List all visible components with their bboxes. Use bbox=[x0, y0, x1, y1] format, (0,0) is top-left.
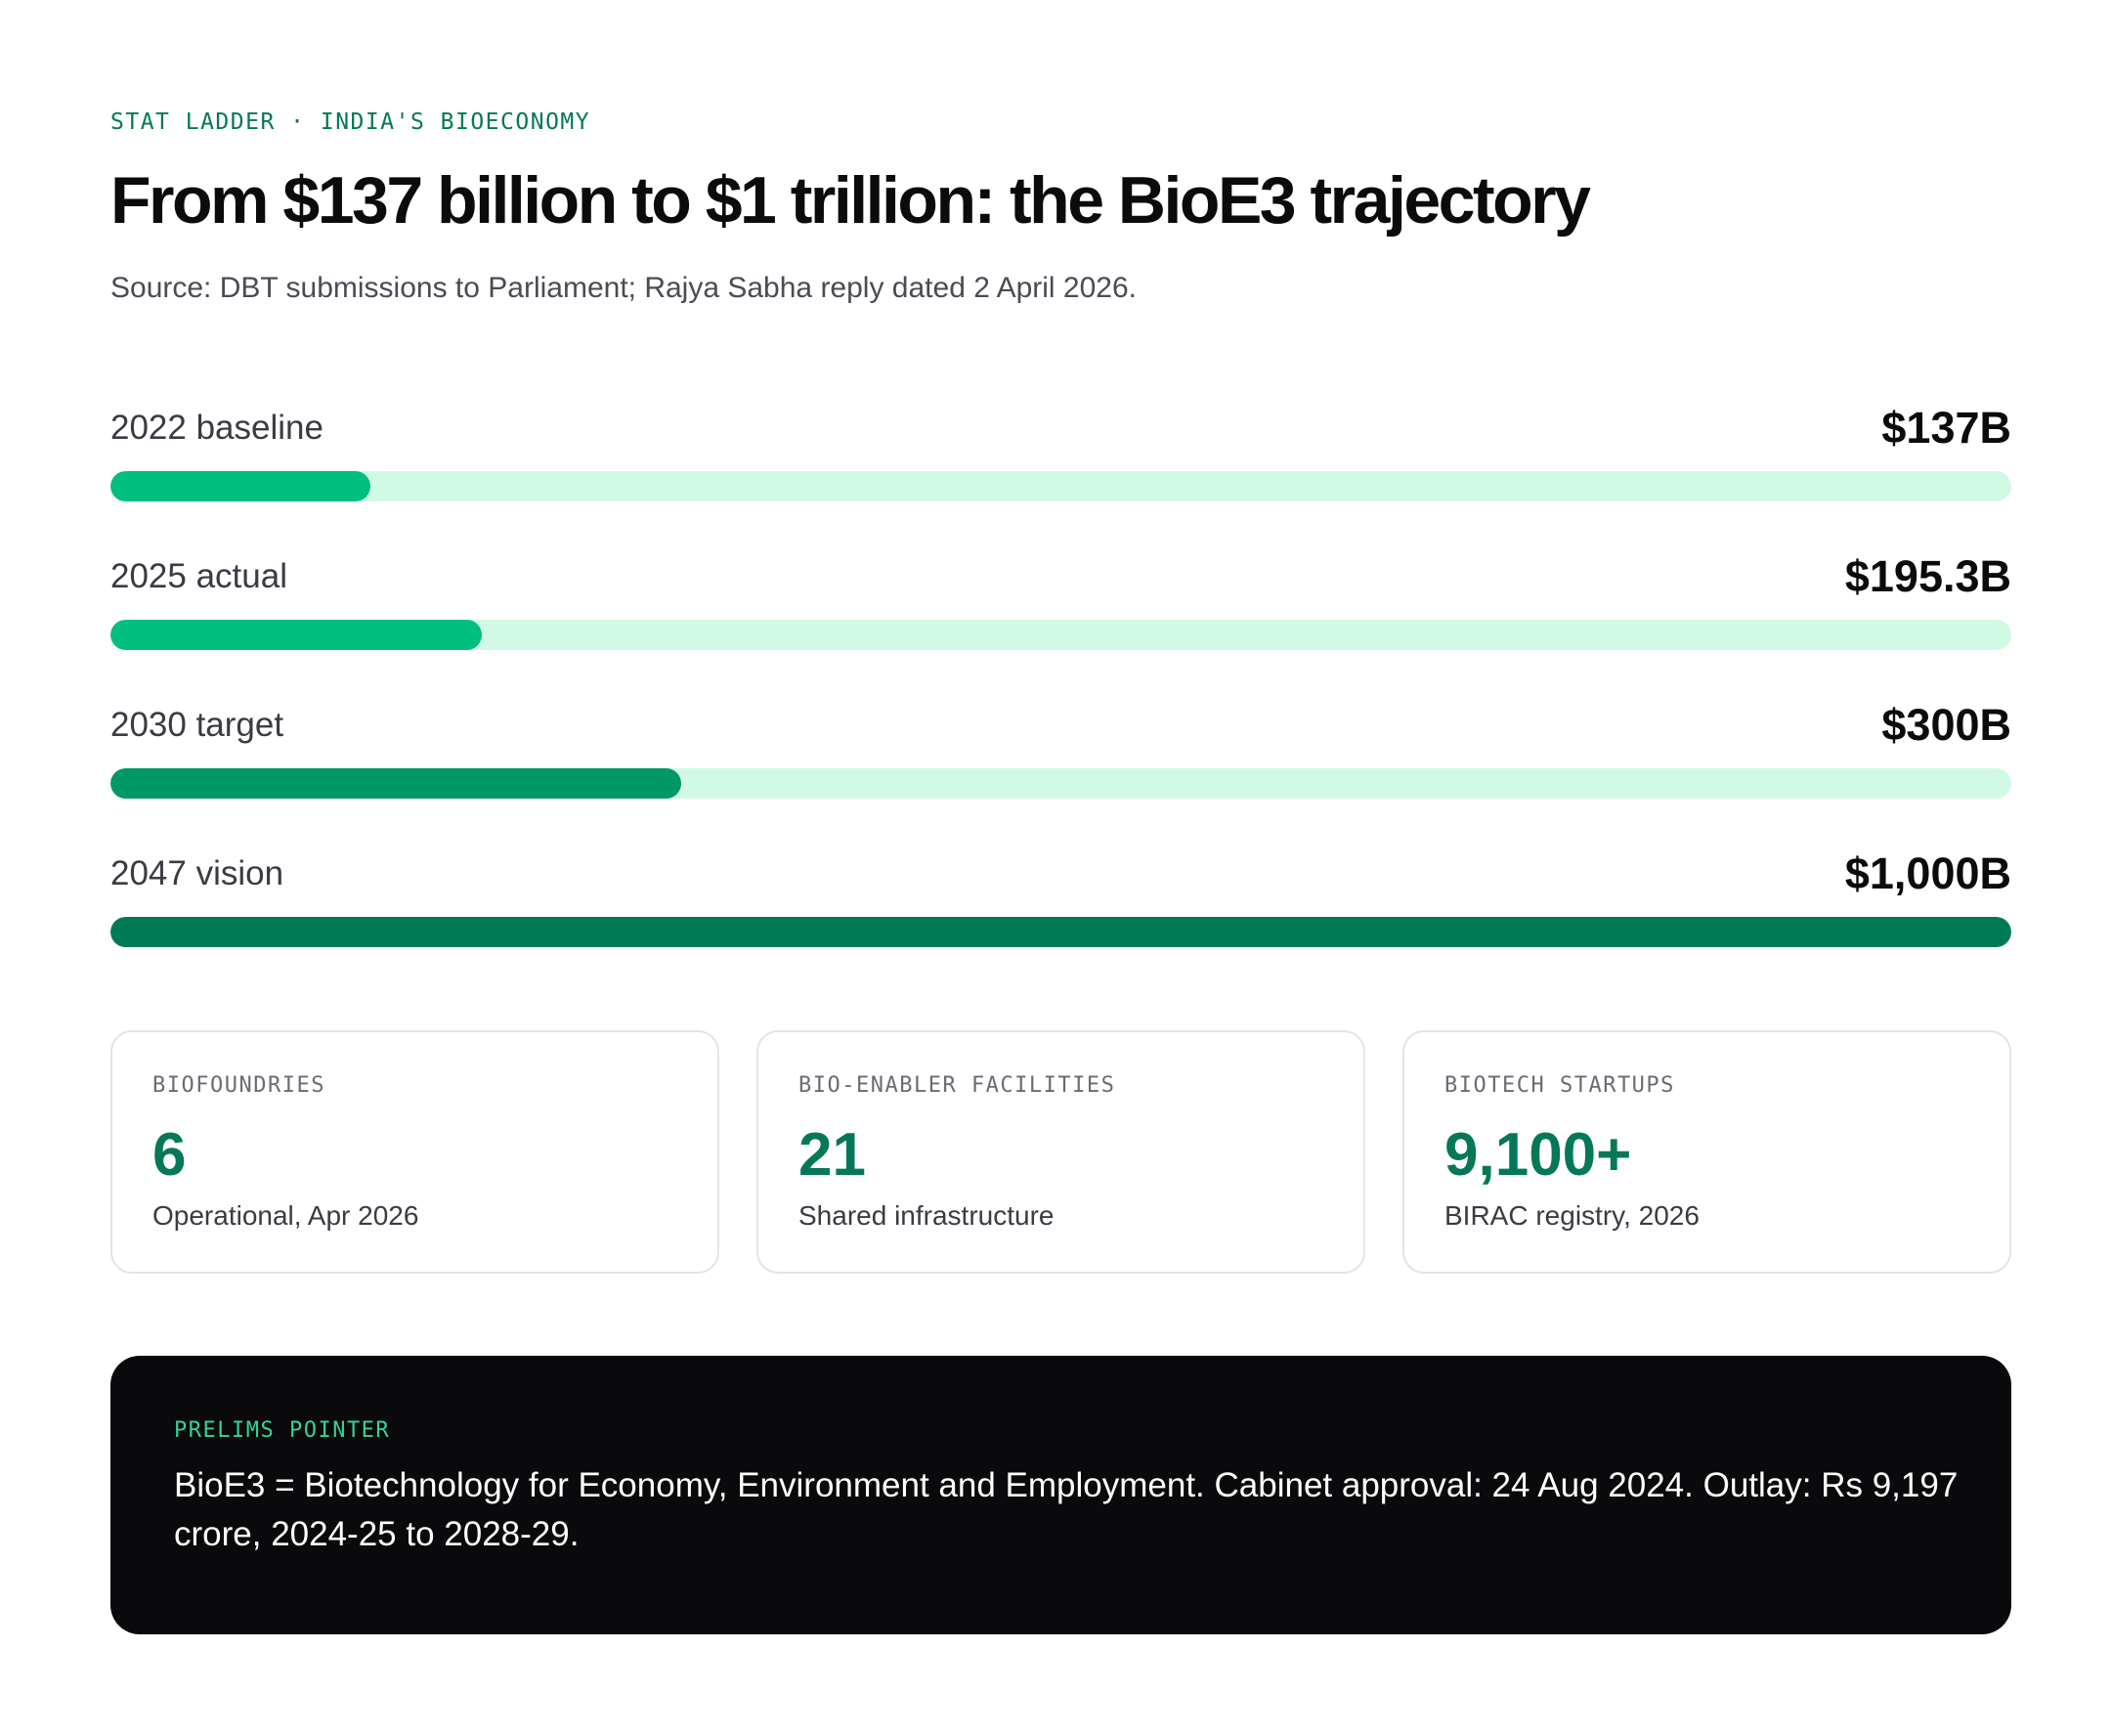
pointer-text: BioE3 = Biotechnology for Economy, Envir… bbox=[174, 1466, 1959, 1553]
stat-card-biofoundries: BIOFOUNDRIES 6 Operational, Apr 2026 bbox=[110, 1030, 719, 1274]
bar-fill bbox=[110, 620, 482, 650]
ladder-row: 2022 baseline $137B bbox=[110, 403, 2011, 516]
row-value: $1,000B bbox=[1844, 848, 2011, 898]
bar-fill bbox=[110, 471, 371, 501]
stat-label: BIO-ENABLER FACILITIES bbox=[798, 1073, 1116, 1098]
pointer-label: PRELIMS POINTER bbox=[174, 1418, 391, 1443]
row-value: $195.3B bbox=[1844, 551, 2011, 601]
bar-track bbox=[110, 768, 2011, 799]
stat-card-bio-enabler: BIO-ENABLER FACILITIES 21 Shared infrast… bbox=[756, 1030, 1365, 1274]
ladder-row: 2047 vision $1,000B bbox=[110, 848, 2011, 962]
stat-label: BIOFOUNDRIES bbox=[152, 1073, 325, 1098]
stat-value: 9,100+ bbox=[1444, 1121, 1632, 1189]
eyebrow: STAT LADDER · INDIA'S BIOECONOMY bbox=[110, 109, 591, 135]
bar-track bbox=[110, 471, 2011, 501]
bar-fill bbox=[110, 917, 2011, 947]
stat-note: BIRAC registry, 2026 bbox=[1444, 1200, 1700, 1231]
row-value: $137B bbox=[1881, 403, 2011, 453]
ladder-row: 2030 target $300B bbox=[110, 700, 2011, 813]
stat-value: 6 bbox=[152, 1121, 187, 1189]
prelims-pointer: PRELIMS POINTER BioE3 = Biotechnology fo… bbox=[110, 1356, 2011, 1634]
stat-card-startups: BIOTECH STARTUPS 9,100+ BIRAC registry, … bbox=[1402, 1030, 2011, 1274]
stat-note: Shared infrastructure bbox=[798, 1200, 1055, 1231]
row-label: 2025 actual bbox=[110, 557, 287, 595]
source-note: Source: DBT submissions to Parliament; R… bbox=[110, 272, 1137, 304]
row-value: $300B bbox=[1881, 700, 2011, 750]
stat-label: BIOTECH STARTUPS bbox=[1444, 1073, 1675, 1098]
stat-cards: BIOFOUNDRIES 6 Operational, Apr 2026 BIO… bbox=[110, 1030, 2011, 1276]
bar-track bbox=[110, 917, 2011, 947]
row-label: 2022 baseline bbox=[110, 409, 323, 447]
bar-fill bbox=[110, 768, 681, 799]
bar-track bbox=[110, 620, 2011, 650]
row-label: 2047 vision bbox=[110, 854, 284, 892]
stat-note: Operational, Apr 2026 bbox=[152, 1200, 419, 1231]
stat-value: 21 bbox=[798, 1121, 866, 1189]
row-label: 2030 target bbox=[110, 706, 284, 744]
ladder-row: 2025 actual $195.3B bbox=[110, 551, 2011, 665]
page-title: From $137 billion to $1 trillion: the Bi… bbox=[110, 163, 1591, 238]
